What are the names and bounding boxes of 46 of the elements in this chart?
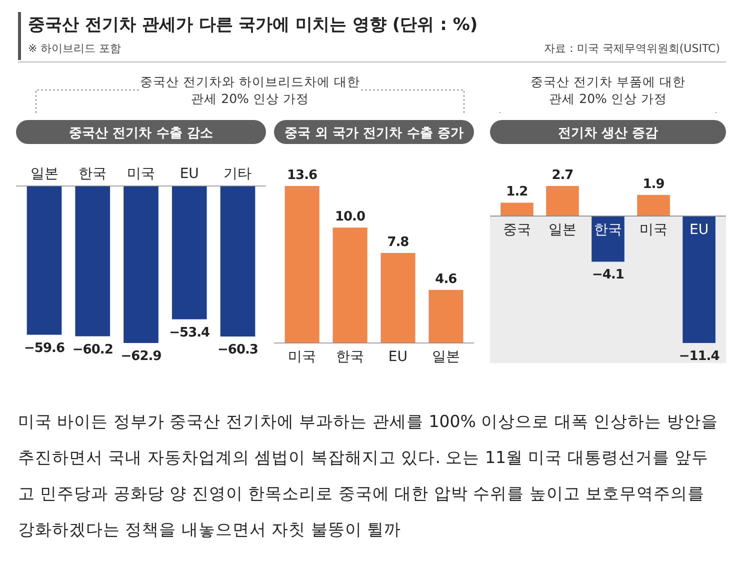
x-tick-label: 한국 (594, 222, 622, 238)
bar (592, 216, 624, 262)
data-label: −11.4 (678, 349, 720, 364)
data-label: −60.2 (72, 342, 113, 358)
x-tick-label: EU (180, 166, 199, 182)
bar (380, 252, 416, 343)
data-label: 2.7 (552, 168, 574, 183)
x-tick-label: EU (690, 222, 709, 238)
text: ※ 하이브리드 포함 (28, 42, 122, 55)
x-tick-label: 미국 (127, 166, 155, 182)
data-label: 1.9 (642, 176, 665, 192)
x-tick-label: 한국 (78, 166, 107, 182)
text: 중국산 전기차 부품에 대한 관세 20% 인상 가정 (530, 74, 686, 106)
data-label: −59.6 (24, 340, 65, 356)
chart-title: 중국산 전기차 수출 감소 (69, 126, 213, 141)
x-tick-label: 미국 (288, 349, 316, 365)
data-label: 1.2 (506, 184, 528, 200)
data-label: −60.3 (218, 342, 258, 358)
x-tick-label: 중국 (502, 222, 531, 238)
text: 자료 : 미국 국제무역위원회(USITC) (544, 42, 720, 55)
bar (682, 216, 716, 343)
x-tick-label: 일본 (548, 222, 576, 238)
x-tick-label: 기타 (224, 166, 252, 182)
chart-title: 전기차 생산 증감 (558, 126, 658, 141)
bar (637, 194, 670, 216)
bar (428, 290, 464, 343)
chart-title: 중국 외 국가 전기차 수출 증가 (284, 126, 464, 141)
text: 미국 바이든 정부가 중국산 전기차에 부과하는 관세를 100% 이상으로 대폭 인상하는 방안을 추진하면서 국내 자동차업계의 셈법이 복잡해지고 있다. 오는 11월 미국 대통령선거를 앞두고 민주당과 공화당 양 진영이 한목소리로 중국에 대한 압박 수위를 높이고 보호무역주의를 강화하겠다는 정책을 내놓으면서 자칫 불똥이 튈까 (17, 411, 719, 541)
bar (332, 228, 368, 343)
data-label: −4.1 (592, 268, 624, 283)
bar (500, 202, 534, 216)
text: 중국산 전기차와 하이브리드차에 대한 관세 20% 인상 가정 (140, 74, 360, 106)
text: 중국산 전기차 관세가 다른 국가에 미치는 영향 (단위 : %) (28, 15, 478, 35)
x-tick-label: EU (388, 349, 408, 365)
x-tick-label: 일본 (30, 166, 58, 182)
bar (546, 186, 579, 216)
data-label: 10.0 (334, 210, 366, 225)
data-label: −62.9 (120, 349, 162, 364)
data-label: 7.8 (387, 234, 410, 250)
x-tick-label: 미국 (640, 222, 668, 238)
data-label: −53.4 (169, 325, 210, 340)
bar (284, 186, 320, 343)
x-tick-label: 일본 (432, 349, 460, 365)
data-label: 4.6 (435, 272, 458, 287)
x-tick-label: 한국 (336, 349, 364, 365)
data-label: 13.6 (287, 168, 318, 183)
